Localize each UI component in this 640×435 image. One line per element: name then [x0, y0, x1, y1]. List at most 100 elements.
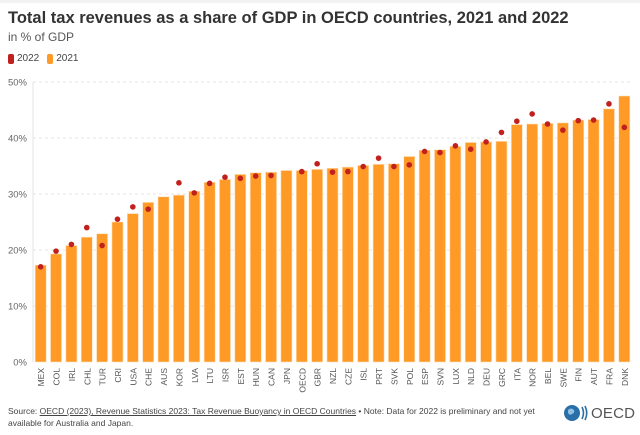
dot-2022-ISR	[222, 174, 228, 180]
x-tick-label: POL	[405, 368, 415, 385]
x-tick-label: CZE	[343, 368, 353, 385]
x-tick-label: USA	[128, 368, 138, 386]
legend: 2022 2021	[8, 53, 79, 64]
bar-2021-NLD	[464, 142, 477, 363]
bar-2021-ISR	[219, 179, 231, 363]
x-tick-label: ISR	[220, 368, 230, 382]
bar-2021-CAN	[265, 171, 277, 363]
chart-subtitle: in % of GDP	[8, 30, 75, 44]
dot-2022-NLD	[467, 146, 474, 152]
globe-icon	[564, 405, 588, 421]
bar-2021-COL	[50, 253, 62, 363]
bar-2021-LVA	[188, 190, 201, 363]
bar-2021-NZL	[326, 167, 339, 363]
bar-2021-ISL	[357, 165, 370, 363]
dot-2022-SVN	[437, 149, 443, 156]
x-tick-label: COL	[52, 368, 62, 386]
bar-2021-LTU	[203, 181, 216, 363]
dot-2022-BEL	[544, 121, 551, 127]
bar-chart: 0% 10% 20% 30% 40% 50% MEX COL IRL CHL TUR CRI USA CH…	[8, 78, 632, 393]
bar-2021-GBR	[311, 169, 323, 363]
footer-source: Source: OECD (2023), Revenue Statistics …	[8, 405, 548, 429]
source-prefix: Source:	[8, 406, 40, 416]
x-tick-label: CHL	[82, 368, 92, 385]
bar-2021-CZE	[342, 166, 354, 363]
dot-2022-AUT	[590, 117, 597, 123]
source-link[interactable]: OECD (2023), Revenue Statistics 2023: Ta…	[39, 406, 357, 416]
legend-swatch-2021	[47, 53, 54, 64]
top-border	[0, 0, 640, 3]
dot-2022-LVA	[191, 190, 198, 196]
x-tick-label: BEL	[543, 368, 553, 384]
dot-2022-USA	[130, 204, 136, 210]
dot-2022-POL	[406, 162, 413, 168]
bar-2021-PRT	[372, 164, 385, 363]
y-tick-label: 20%	[8, 246, 28, 257]
bar-2021-AUT	[587, 119, 600, 363]
x-tick-label: DNK	[620, 368, 630, 386]
x-tick-label: IRL	[67, 368, 77, 382]
logo-text: OECD	[591, 404, 636, 422]
y-tick-label: 0%	[13, 358, 27, 369]
bar-2021-SVK	[388, 163, 400, 363]
dot-2022-KOR	[176, 180, 182, 186]
x-tick-label: ITA	[512, 368, 522, 381]
bar-2021-IRL	[65, 245, 78, 363]
dot-2022-ISL	[360, 163, 367, 170]
bar-2021-ITA	[510, 124, 523, 363]
x-tick-label: AUS	[159, 368, 169, 386]
dot-2022-FIN	[575, 117, 582, 124]
bar-2021-SVN	[434, 149, 446, 363]
x-tick-label: EST	[236, 368, 246, 385]
dot-2022-DEU	[483, 139, 489, 145]
dot-2022-CHE	[145, 206, 151, 212]
dot-2022-ESP	[421, 148, 428, 155]
x-tick-label: NLD	[466, 368, 476, 385]
dot-2022-IRL	[68, 241, 75, 248]
bar-2021-GRC	[495, 141, 508, 363]
bar-2021-CHE	[142, 202, 155, 363]
dot-2022-TUR	[99, 242, 105, 249]
bar-2021-HUN	[249, 172, 262, 363]
dot-2022-GBR	[314, 160, 320, 167]
y-tick-label: 10%	[8, 302, 28, 313]
x-tick-label: CHE	[144, 368, 154, 386]
x-tick-label: DEU	[482, 368, 492, 386]
dot-2022-DNK	[621, 124, 628, 131]
x-tick-label: TUR	[98, 368, 108, 385]
dot-2022-COL	[53, 248, 59, 254]
legend-item-2022[interactable]: 2022	[8, 53, 39, 64]
x-tick-label: MEX	[36, 368, 46, 387]
x-tick-label: ESP	[420, 368, 430, 385]
legend-item-2021[interactable]: 2021	[47, 53, 79, 64]
x-tick-label: JPN	[282, 368, 292, 384]
chart-title: Total tax revenues as a share of GDP in …	[8, 9, 569, 27]
dot-2022-CHL	[83, 224, 90, 231]
dot-2022-CZE	[345, 168, 351, 175]
legend-swatch-2022	[8, 53, 14, 64]
dot-2022-LTU	[206, 180, 213, 187]
dot-2022-CAN	[268, 172, 274, 179]
x-tick-label: PRT	[374, 368, 384, 385]
oecd-logo: OECD	[563, 402, 635, 424]
bar-2021-NOR	[526, 123, 538, 363]
x-tick-label: AUT	[589, 368, 599, 385]
y-tick-label: 30%	[8, 190, 28, 201]
bar-2021-FRA	[603, 108, 615, 363]
bar-2021-ESP	[418, 150, 431, 363]
bar-2021-DNK	[618, 95, 631, 363]
x-tick-label: CRI	[113, 368, 123, 383]
x-tick-label: GRC	[497, 368, 507, 387]
x-tick-label: SWE	[558, 368, 568, 388]
x-tick-label: HUN	[251, 368, 261, 386]
dot-2022-NZL	[329, 169, 336, 175]
bar-2021-BEL	[541, 123, 554, 363]
x-tick-label: LTU	[205, 368, 215, 383]
dot-2022-FRA	[606, 101, 612, 107]
x-tick-label: LVA	[190, 368, 200, 383]
x-tick-label: ISL	[359, 368, 369, 381]
bar-2021-SWE	[557, 122, 569, 363]
x-tick-label: CAN	[267, 368, 277, 386]
y-tick-label: 40%	[8, 134, 28, 145]
dot-2022-NOR	[529, 111, 535, 117]
